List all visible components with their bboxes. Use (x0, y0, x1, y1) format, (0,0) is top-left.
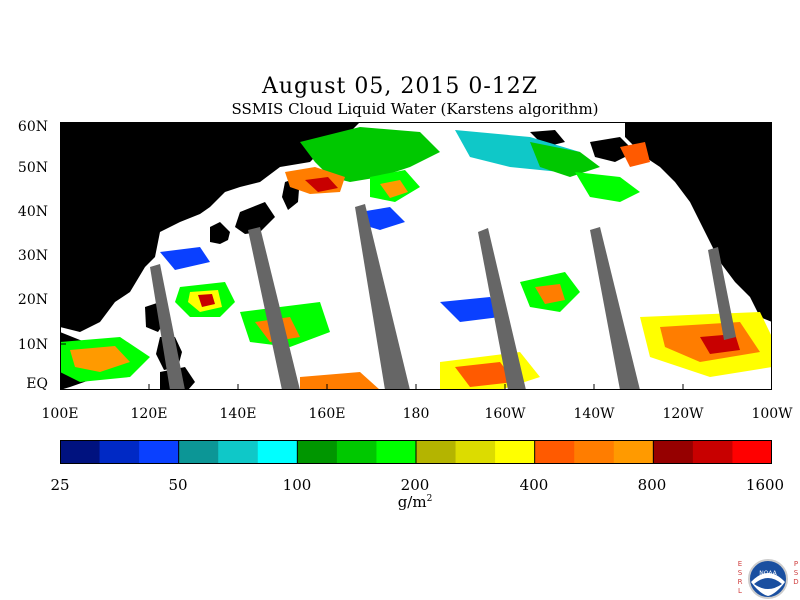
colorbar-label-50: 50 (168, 476, 187, 494)
lat-label-50n: 50N (12, 160, 48, 176)
lon-label-140e: 140E (220, 406, 257, 422)
map-subtitle: SSMIS Cloud Liquid Water (Karstens algor… (0, 100, 800, 118)
lon-label-120w: 120W (662, 406, 703, 422)
colorbar-label-800: 800 (638, 476, 667, 494)
lat-label-10n: 10N (12, 337, 48, 353)
colorbar-swatch (495, 440, 535, 464)
colorbar-swatch (100, 440, 140, 464)
lon-label-100w: 100W (751, 406, 792, 422)
colorbar-swatch (337, 440, 377, 464)
lat-label-20n: 20N (12, 292, 48, 308)
colorbar-swatch (376, 440, 416, 464)
cloud-liquid-water-map (60, 122, 772, 390)
lat-label-40n: 40N (12, 204, 48, 220)
colorbar-swatch (574, 440, 614, 464)
colorbar-swatch (653, 440, 693, 464)
lat-label-60n: 60N (12, 119, 48, 135)
lon-label-160e: 160E (309, 406, 346, 422)
colorbar-swatch (218, 440, 258, 464)
lat-label-30n: 30N (12, 248, 48, 264)
lon-label-140w: 140W (573, 406, 614, 422)
colorbar-label-1600: 1600 (746, 476, 784, 494)
colorbar-swatch (416, 440, 456, 464)
colorbar-swatch (693, 440, 733, 464)
colorbar-label-25: 25 (50, 476, 69, 494)
colorbar-label-200: 200 (401, 476, 430, 494)
colorbar-swatch (60, 440, 100, 464)
colorbar-label-100: 100 (283, 476, 312, 494)
lon-label-180: 180 (403, 406, 430, 422)
noaa-badge-icon: NOAA (746, 558, 790, 600)
colorbar-swatch (456, 440, 496, 464)
colorbar (60, 440, 772, 464)
colorbar-label-400: 400 (520, 476, 549, 494)
lon-label-120e: 120E (131, 406, 168, 422)
colorbar-units: g/m2 (0, 493, 800, 511)
colorbar-swatch (258, 440, 298, 464)
map-title: August 05, 2015 0-12Z (0, 74, 800, 99)
colorbar-swatch (535, 440, 575, 464)
lon-label-160w: 160W (484, 406, 525, 422)
colorbar-swatch (614, 440, 654, 464)
colorbar-swatch (179, 440, 219, 464)
colorbar-swatch (732, 440, 772, 464)
svg-text:NOAA: NOAA (759, 570, 777, 577)
colorbar-swatch (297, 440, 337, 464)
lat-label-eq: EQ (12, 376, 48, 392)
lon-label-100e: 100E (42, 406, 79, 422)
colorbar-swatch (139, 440, 179, 464)
